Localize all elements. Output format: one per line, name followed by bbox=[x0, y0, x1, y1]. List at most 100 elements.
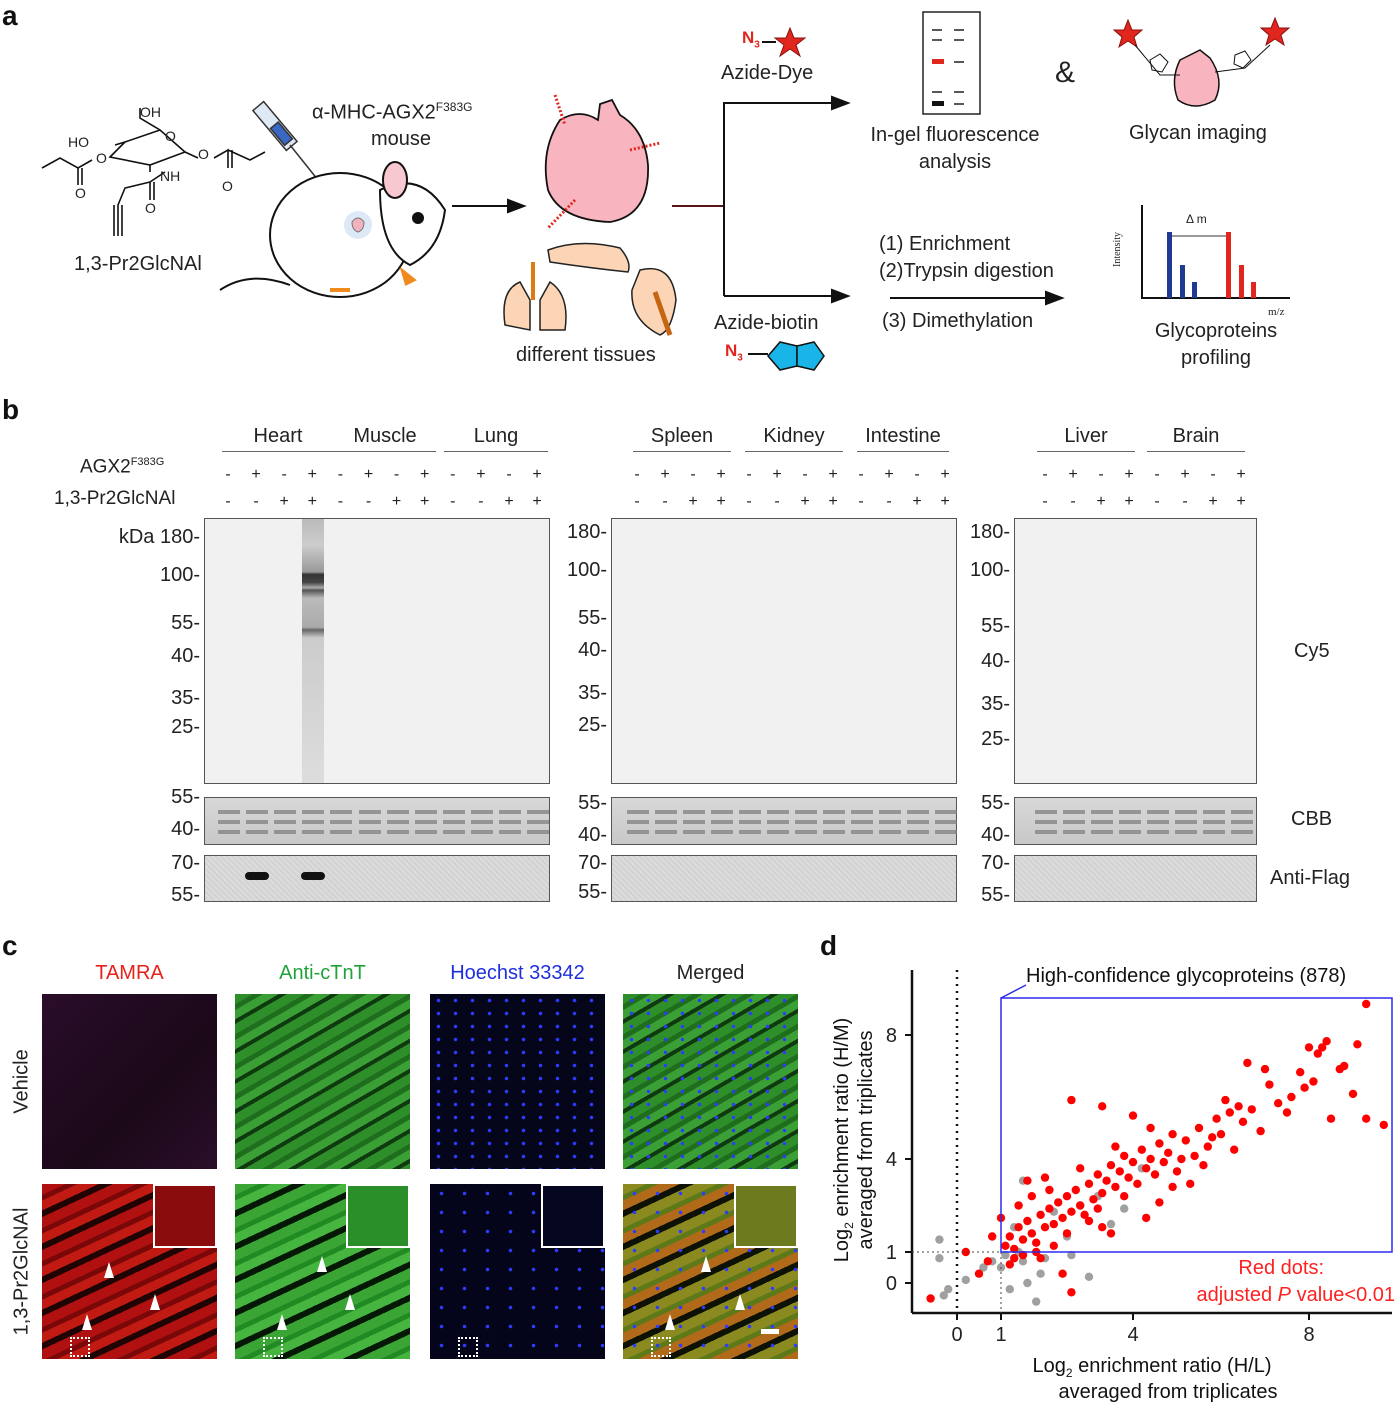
lane-sign-compound: - bbox=[337, 493, 344, 510]
data-point bbox=[1010, 1244, 1019, 1254]
data-point bbox=[1093, 1170, 1102, 1179]
cbb-band bbox=[442, 810, 465, 814]
cbb-band bbox=[1203, 820, 1225, 824]
mouse-label: α-MHC-AGX2 bbox=[312, 101, 436, 124]
data-point bbox=[1199, 1161, 1208, 1170]
lane-sign-agx2: - bbox=[802, 466, 808, 483]
tissue-header: Liver bbox=[1037, 425, 1135, 452]
lane-sign-agx2: + bbox=[1124, 466, 1134, 483]
marker-label: 55- bbox=[578, 792, 607, 814]
high-confidence-box bbox=[1000, 997, 1393, 1253]
lane-sign-compound: + bbox=[828, 493, 838, 510]
cbb-band bbox=[386, 810, 409, 814]
cbb-band bbox=[1091, 830, 1113, 834]
arrowhead-icon bbox=[277, 1314, 287, 1330]
data-point bbox=[926, 1294, 935, 1303]
row-label-agx2-sup: F383G bbox=[130, 456, 165, 468]
data-point bbox=[974, 1269, 984, 1278]
tissue-header: Intestine bbox=[857, 425, 949, 452]
lane-sign-compound: + bbox=[940, 493, 950, 510]
data-point bbox=[1014, 1201, 1023, 1210]
cbb-band bbox=[1175, 820, 1197, 824]
ms-spectrum-icon bbox=[1141, 205, 1290, 299]
y-label-log: Log bbox=[831, 1229, 853, 1262]
ms-delta-label: Δ m bbox=[1186, 212, 1207, 226]
cbb-band bbox=[795, 820, 817, 824]
lane-sign-agx2: + bbox=[1068, 466, 1078, 483]
cbb-band bbox=[1147, 830, 1169, 834]
lane-sign-compound: + bbox=[504, 493, 514, 510]
x-label-rest: enrichment ratio (H/L) bbox=[1073, 1355, 1272, 1377]
image-vehicle-tamra bbox=[42, 994, 217, 1169]
cbb-band bbox=[358, 810, 381, 814]
mouse-label-sup: F383G bbox=[435, 100, 473, 114]
tissue-header: Brain bbox=[1147, 425, 1245, 452]
data-point bbox=[1084, 1179, 1094, 1188]
data-point bbox=[1018, 1250, 1028, 1260]
data-point bbox=[1106, 1229, 1116, 1238]
row-label-compound: 1,3-Pr2GlcNAl bbox=[10, 1207, 33, 1336]
data-point bbox=[1102, 1176, 1111, 1185]
lane-sign-compound: + bbox=[1124, 493, 1134, 510]
marker-label: 55- bbox=[171, 786, 200, 808]
marker-label: 40- bbox=[578, 824, 607, 846]
structure-label-ho: HO bbox=[68, 134, 89, 150]
cbb-band bbox=[246, 830, 269, 834]
cbb-band bbox=[442, 820, 465, 824]
syringe-icon bbox=[251, 100, 319, 181]
marker-label: 55- bbox=[981, 884, 1010, 906]
zoom-inset bbox=[153, 1184, 217, 1248]
data-point bbox=[988, 1232, 997, 1241]
data-point bbox=[1111, 1182, 1120, 1192]
marker-label: 40- bbox=[981, 650, 1010, 672]
data-point bbox=[1067, 1288, 1076, 1297]
marker-label: 25- bbox=[171, 716, 200, 738]
image-vehicle-merged bbox=[623, 994, 798, 1169]
cbb-band bbox=[823, 810, 845, 814]
side-label-anti-flag: Anti-Flag bbox=[1270, 867, 1351, 889]
marker-label: 55- bbox=[171, 884, 200, 906]
lane-sign-compound: + bbox=[420, 493, 430, 510]
data-point bbox=[1076, 1201, 1085, 1210]
data-point bbox=[1208, 1133, 1217, 1142]
lane-sign-agx2: + bbox=[828, 466, 838, 483]
marker-label: 180- bbox=[566, 521, 607, 543]
cbb-band bbox=[470, 810, 493, 814]
n3-sub: 3 bbox=[754, 39, 760, 51]
data-point bbox=[1265, 1080, 1274, 1089]
profiling-label: Glycoproteins bbox=[1154, 320, 1278, 342]
cbb-band bbox=[1147, 820, 1169, 824]
cbb-band bbox=[739, 810, 761, 814]
data-point bbox=[1256, 1126, 1265, 1136]
data-point bbox=[1098, 1102, 1107, 1111]
cbb-band bbox=[1231, 810, 1253, 814]
data-point bbox=[1142, 1213, 1151, 1223]
cbb-band bbox=[1091, 810, 1113, 814]
data-point bbox=[961, 1275, 970, 1285]
data-point bbox=[1093, 1204, 1102, 1213]
cbb-band bbox=[1175, 830, 1197, 834]
cbb-band bbox=[851, 820, 873, 824]
cbb-band bbox=[302, 810, 325, 814]
marker-label: 35- bbox=[171, 687, 200, 709]
lane-sign-agx2: - bbox=[281, 466, 287, 483]
data-point bbox=[1027, 1192, 1036, 1201]
tissue-header: Muscle bbox=[334, 425, 436, 452]
flow-arrows bbox=[452, 95, 1065, 306]
cbb-band bbox=[879, 830, 901, 834]
data-point bbox=[1313, 1049, 1322, 1058]
side-label-cy5: Cy5 bbox=[1294, 640, 1330, 662]
data-point bbox=[1287, 1092, 1296, 1102]
cbb-band bbox=[1231, 820, 1253, 824]
in-gel-label: In-gel fluorescence bbox=[870, 124, 1040, 146]
lane-sign-agx2: - bbox=[337, 466, 344, 483]
cbb-band bbox=[386, 830, 409, 834]
cbb-band bbox=[1231, 830, 1253, 834]
cbb-band bbox=[655, 820, 677, 824]
x-axis-label: Log2 enrichment ratio (H/L) bbox=[1032, 1355, 1271, 1380]
lane-sign-agx2: - bbox=[1210, 466, 1216, 483]
data-point bbox=[1032, 1297, 1041, 1306]
panel-label-d: d bbox=[820, 930, 838, 961]
lane-sign-compound: - bbox=[450, 493, 456, 510]
marker-label: 70- bbox=[171, 852, 200, 874]
